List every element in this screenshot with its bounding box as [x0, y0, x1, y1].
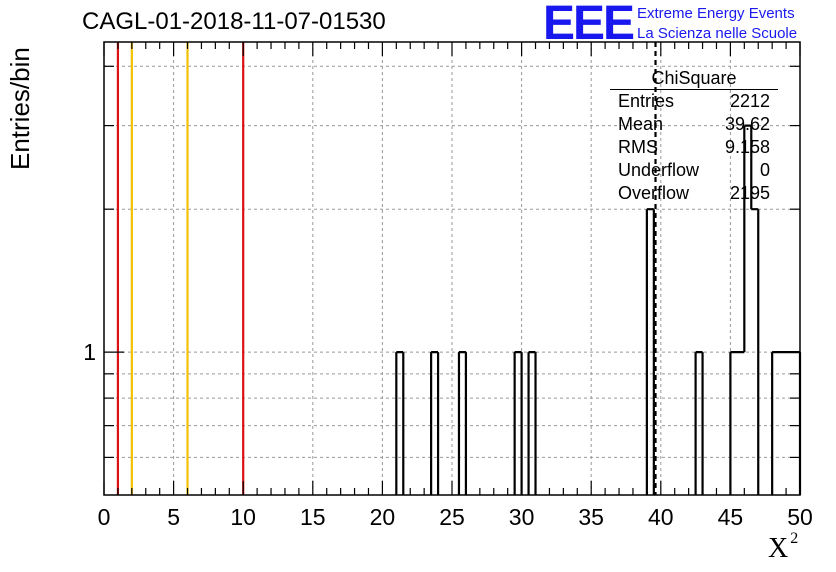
eee-logo: EEE	[543, 0, 635, 50]
stats-row-mean: Mean 39.62	[610, 113, 778, 136]
tick-marks	[103, 42, 801, 495]
x-tick-label: 10	[230, 504, 256, 530]
stats-value: 2212	[729, 91, 770, 111]
y-axis-label: Entries/bin	[5, 47, 35, 170]
x-tick-label: 5	[167, 504, 180, 530]
stats-row-rms: RMS 9.158	[610, 136, 778, 159]
stats-value: 39.62	[724, 114, 770, 134]
x-tick-label: 30	[509, 504, 535, 530]
stats-label: Entries	[618, 91, 675, 111]
y-tick-label: 1	[83, 339, 96, 365]
tick-labels: 0 5 10 15 20 25 30 35 40 45 50 1	[83, 339, 813, 530]
stats-row-entries: Entries 2212	[610, 90, 778, 113]
logo-line-2: La Scienza nelle Scuole	[637, 25, 798, 42]
run-title: CAGL-01-2018-11-07-01530	[82, 8, 386, 35]
stats-title: ChiSquare	[610, 67, 778, 90]
x-tick-label: 20	[370, 504, 396, 530]
x-tick-label: 50	[787, 504, 813, 530]
x-tick-label: 45	[718, 504, 744, 530]
stats-row-underflow: Underflow 0	[610, 159, 778, 182]
stats-value: 2195	[729, 183, 770, 203]
logo-caption: Extreme Energy Events La Scienza nelle S…	[637, 4, 797, 44]
stats-row-overflow: Overflow 2195	[610, 182, 778, 205]
x-tick-label: 35	[578, 504, 604, 530]
stats-box: ChiSquare Entries 2212 Mean 39.62 RMS 9.…	[610, 67, 778, 205]
x-tick-label: 15	[300, 504, 326, 530]
x-tick-label: 40	[648, 504, 674, 530]
x-tick-label: 25	[439, 504, 465, 530]
x-tick-label: 0	[98, 504, 111, 530]
reference-lines	[116, 42, 657, 495]
stats-value: 9.158	[724, 137, 770, 157]
stats-label: Mean	[618, 114, 664, 134]
grid-lines	[104, 42, 800, 495]
stats-label: Overflow	[618, 183, 690, 203]
stats-label: Underflow	[618, 160, 700, 180]
stats-label: RMS	[618, 137, 658, 157]
stats-value: 0	[759, 160, 770, 180]
logo-line-1: Extreme Energy Events	[637, 5, 795, 22]
